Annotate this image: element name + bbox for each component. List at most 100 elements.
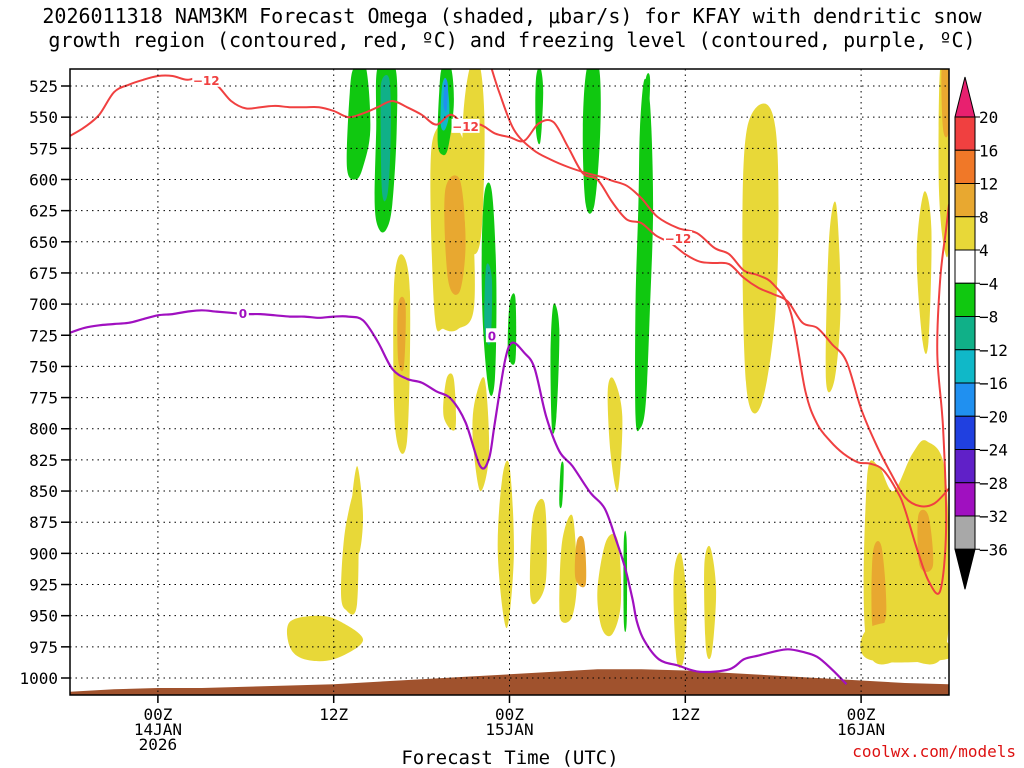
omega-region-41 (644, 73, 651, 141)
colorbar-label-4: 4 (979, 241, 989, 260)
y-tick-label-800: 800 (29, 420, 58, 439)
colorbar-swatch-3 (954, 216, 976, 251)
omega-region-22 (607, 377, 623, 493)
freezing-contour-label-1-bg (485, 328, 498, 343)
omega-region-5 (917, 509, 934, 573)
y-tick-label-700: 700 (29, 295, 58, 314)
x-tick-label-6-0: 00Z (143, 705, 172, 724)
y-tick-label-875: 875 (29, 513, 58, 532)
colorbar-swatch-4 (954, 249, 976, 284)
omega-region-40 (635, 78, 654, 432)
y-tick-label-675: 675 (29, 264, 58, 283)
y-tick-label-850: 850 (29, 482, 58, 501)
colorbar-swatch-10 (954, 449, 976, 484)
colorbar-label-13: −36 (979, 540, 1008, 559)
y-tick-label-775: 775 (29, 389, 58, 408)
x-tick-label-30-1: 15JAN (485, 720, 533, 739)
omega-region-29 (380, 74, 391, 202)
credit-text: coolwx.com/models (852, 742, 1016, 761)
y-tick-label-625: 625 (29, 202, 58, 221)
omega-region-42 (623, 530, 628, 633)
omega-region-20 (559, 514, 577, 623)
x-tick-label-18-0: 12Z (319, 705, 348, 724)
colorbar-swatch-6 (954, 316, 976, 351)
colorbar-swatch-11 (954, 482, 976, 517)
colorbar-label-12: −32 (979, 507, 1008, 526)
omega-region-21 (574, 535, 587, 588)
terrain-surface (70, 669, 949, 695)
omega-region-9 (916, 191, 932, 354)
colorbar-label-7: −12 (979, 341, 1008, 360)
omega-region-15 (286, 615, 364, 662)
y-tick-label-525: 525 (29, 77, 58, 96)
colorbar: 20 16 12 8 4 −4 −8 −12 −16 −20 −24 −28 −32 −36 (954, 76, 1008, 590)
y-tick-label-650: 650 (29, 233, 58, 252)
y-tick-label-975: 975 (29, 638, 58, 657)
dendritic-contour-label-2: −12 (665, 232, 692, 246)
omega-region-39 (582, 69, 601, 214)
colorbar-swatch-1 (954, 149, 976, 184)
y-tick-label-950: 950 (29, 607, 58, 626)
omega-region-37 (559, 461, 564, 509)
omega-region-26 (443, 373, 457, 431)
x-axis-label: Forecast Time (UTC) (401, 747, 618, 768)
omega-region-25 (704, 545, 717, 660)
chart-title: 2026011318 NAM3KM Forecast Omega (shaded… (0, 4, 1024, 52)
omega-region-1 (444, 175, 466, 295)
dendritic-contour-label-2-bg (663, 231, 692, 246)
dendritic-contour-label-1-bg (451, 118, 480, 133)
omega-shading-layer (70, 69, 949, 695)
y-tick-label-575: 575 (29, 139, 58, 158)
colorbar-label-5: −4 (979, 274, 998, 293)
colorbar-swatch-9 (954, 415, 976, 450)
omega-region-6 (742, 103, 779, 414)
omega-region-19 (529, 498, 547, 605)
omega-region-24 (673, 552, 687, 668)
colorbar-label-2: 12 (979, 175, 998, 194)
omega-region-17 (472, 377, 490, 492)
grid-layer (70, 69, 949, 695)
title-line-2: growth region (contoured, red, ºC) and f… (48, 28, 976, 52)
title-line-1: 2026011318 NAM3KM Forecast Omega (shaded… (42, 4, 982, 28)
dendritic-contour-label-0: −12 (193, 74, 220, 88)
x-tick-label-54-0: 00Z (847, 705, 876, 724)
omega-region-32 (443, 78, 449, 112)
dendritic-contour-upper (70, 74, 949, 508)
omega-region-4 (871, 540, 887, 633)
colorbar-top-arrow (954, 76, 976, 118)
colorbar-label-9: −20 (979, 407, 1008, 426)
colorbar-swatch-7 (954, 349, 976, 384)
y-tick-label-925: 925 (29, 576, 58, 595)
contour-labels: −12 −12 −12 0 0 (192, 72, 692, 343)
omega-region-10 (860, 621, 949, 663)
x-tick-label-42-0: 12Z (671, 705, 700, 724)
colorbar-label-6: −8 (979, 308, 998, 327)
dendritic-contour-label-1: −12 (452, 120, 479, 134)
omega-region-36 (550, 303, 560, 434)
omega-region-35 (507, 293, 517, 365)
colorbar-bottom-arrow (954, 548, 976, 590)
y-tick-label-750: 750 (29, 357, 58, 376)
colorbar-label-11: −28 (979, 474, 1008, 493)
colorbar-swatch-12 (954, 515, 976, 550)
y-tick-label-900: 900 (29, 544, 58, 563)
freezing-level-contour (70, 309, 848, 685)
colorbar-swatch-8 (954, 382, 976, 417)
y-tick-label-600: 600 (29, 170, 58, 189)
colorbar-swatch-0 (954, 116, 976, 151)
y-axis: 525 550 575 600 625 650 675 700 725 750 775 800 825 8… (19, 77, 70, 688)
colorbar-label-10: −24 (979, 441, 1008, 460)
omega-region-23 (597, 533, 622, 637)
omega-region-38 (535, 69, 544, 145)
freezing-contour-label-0: 0 (239, 307, 247, 321)
colorbar-label-1: 16 (979, 141, 998, 160)
freezing-contour-label-0-bg (236, 305, 249, 320)
y-tick-label-725: 725 (29, 326, 58, 345)
x-tick-label-30-0: 00Z (495, 705, 524, 724)
dendritic-contour-lower (490, 69, 949, 595)
omega-region-8 (941, 69, 949, 138)
x-tick-label-6-2: 2026 (139, 735, 178, 754)
freezing-contour-label-1: 0 (488, 329, 496, 343)
x-tick-label-6-1: 14JAN (134, 720, 182, 739)
